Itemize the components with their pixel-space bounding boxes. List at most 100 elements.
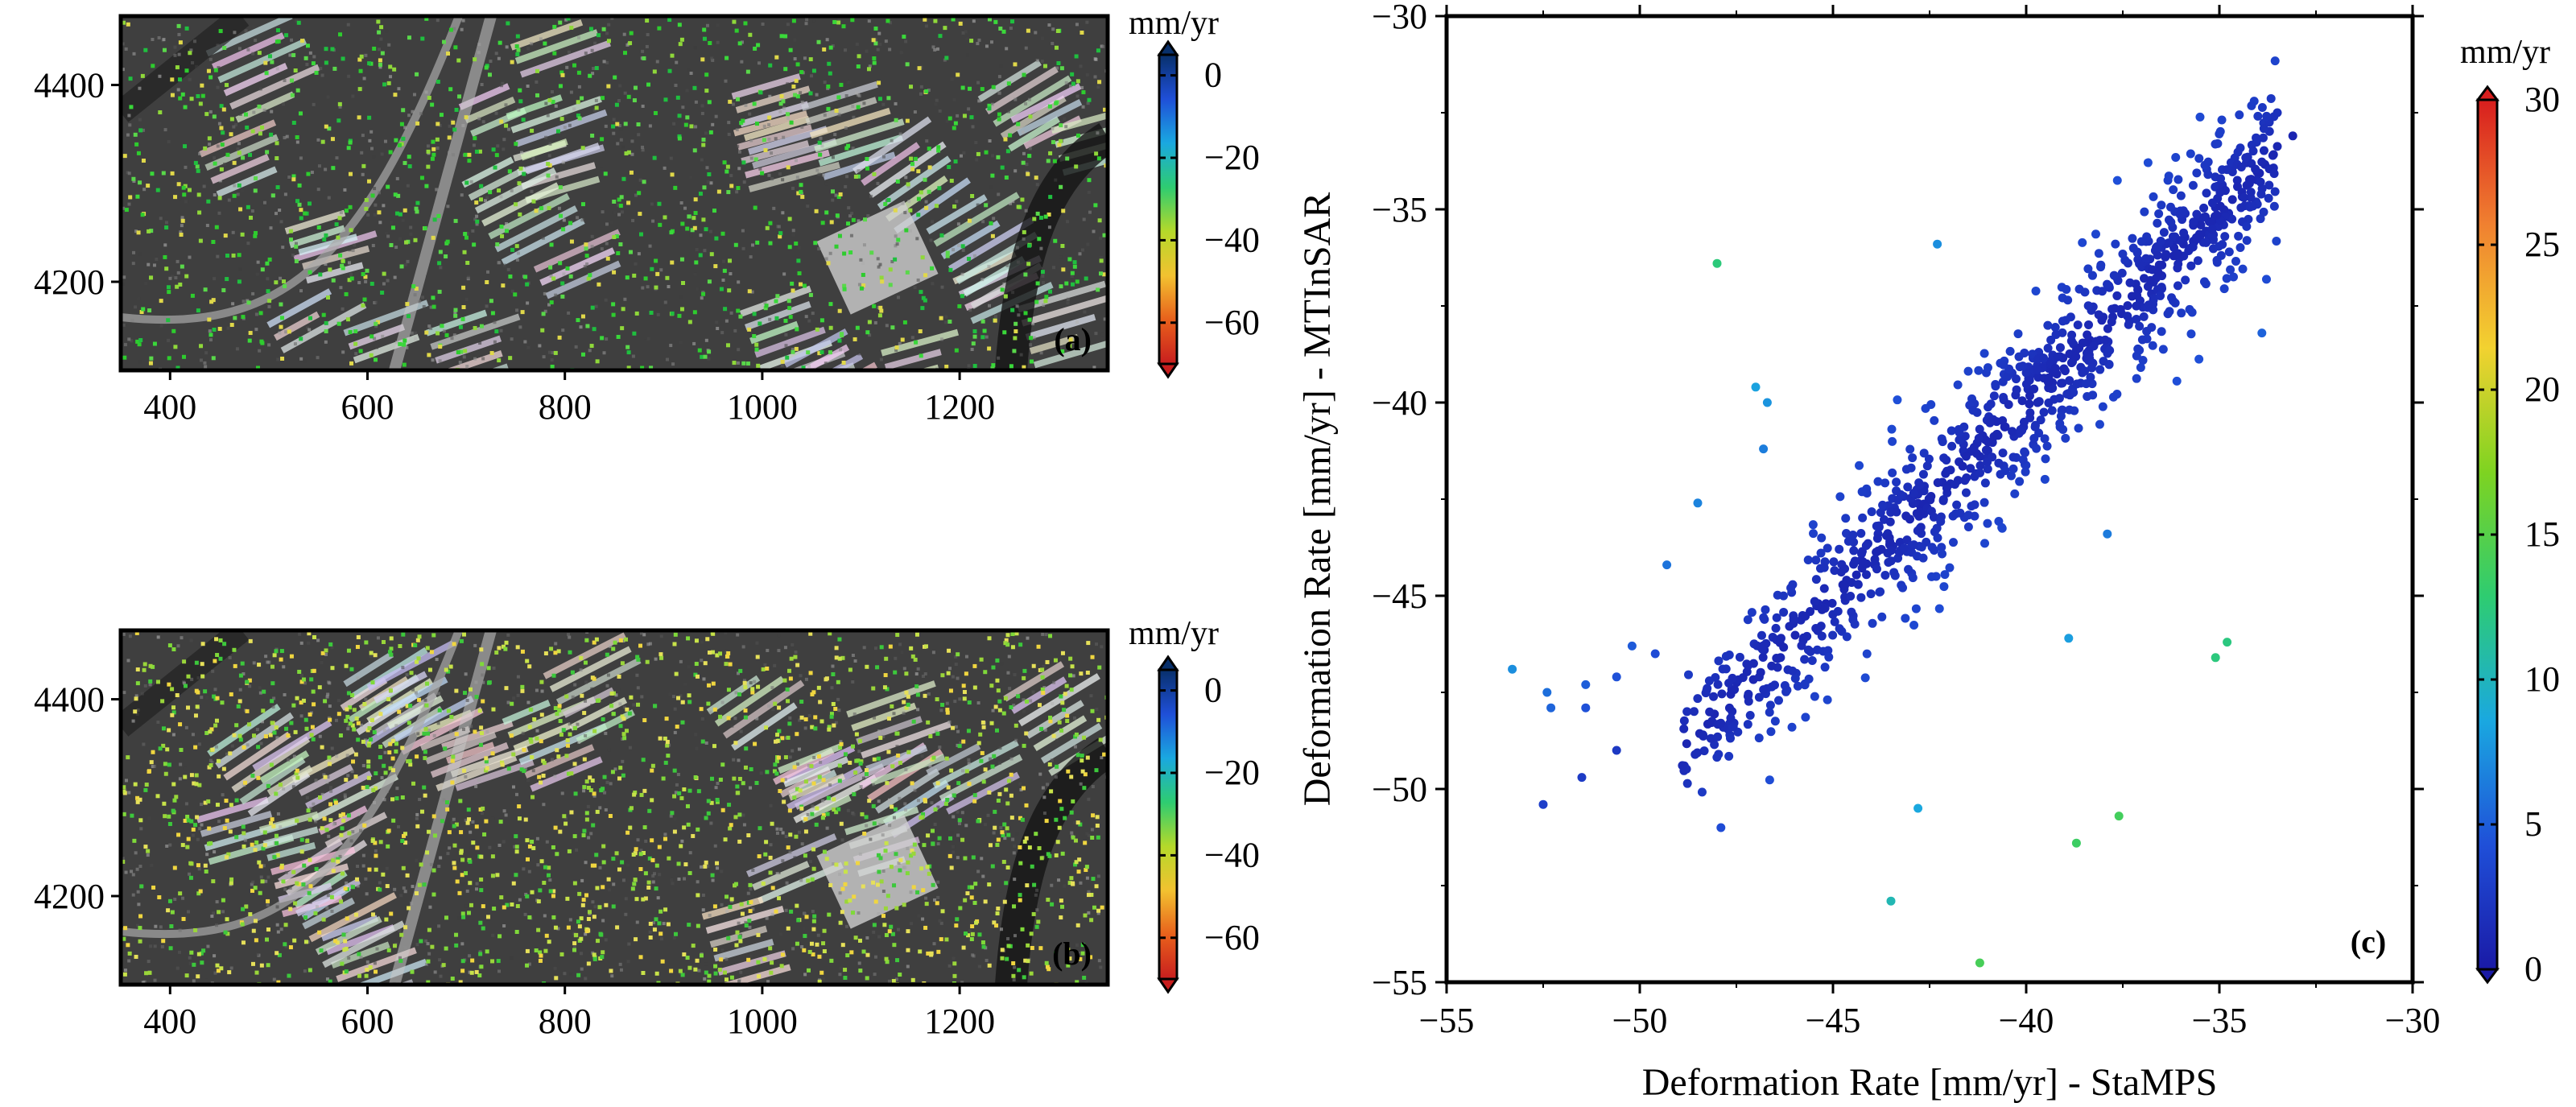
- scatter-point: [2248, 201, 2258, 211]
- scatter-point: [2013, 329, 2023, 339]
- scatter-point: [1717, 689, 1727, 699]
- scatter-point: [2008, 464, 2018, 473]
- scatter-point: [1892, 477, 1901, 487]
- colorbar-gradient: [1158, 668, 1179, 981]
- scatter-point: [2248, 147, 2258, 156]
- scatter-point: [2105, 345, 2115, 355]
- scatter-point: [2186, 329, 2196, 339]
- y-tick-label: −40: [1372, 383, 1427, 423]
- scatter-point: [2252, 133, 2261, 143]
- panel-a: (a) 400 600 800 1000 1200 4400 4200: [34, 14, 1110, 427]
- scatter-point: [2118, 250, 2128, 259]
- scatter-point: [2008, 427, 2017, 436]
- scatter-point: [2242, 236, 2252, 246]
- scatter-point: [1790, 674, 1800, 684]
- scatter-point: [2080, 287, 2090, 297]
- scatter-point: [2087, 271, 2097, 280]
- scatter-point: [1835, 544, 1844, 554]
- scatter-point: [2192, 209, 2202, 219]
- scatter-point: [2054, 394, 2064, 403]
- scatter-point: [1819, 563, 1829, 572]
- scatter-point: [1786, 583, 1796, 593]
- scatter-point: [1650, 649, 1660, 659]
- scatter-point: [1773, 696, 1783, 705]
- scatter-point: [1828, 630, 1838, 640]
- scatter-point: [2083, 391, 2092, 401]
- scatter-point: [2064, 634, 2074, 643]
- scatter-point: [1702, 685, 1711, 695]
- scatter-point: [1989, 432, 1999, 441]
- scatter-point: [2251, 164, 2260, 174]
- scatter-point: [1861, 541, 1871, 551]
- scatter-point: [2173, 263, 2182, 273]
- scatter-point: [1779, 642, 1789, 652]
- scatter-point: [1842, 632, 1852, 642]
- scatter-point: [1860, 673, 1870, 683]
- scatter-point: [2062, 389, 2072, 399]
- scatter-point: [2110, 304, 2120, 313]
- colorbar-tick-label: 20: [2524, 370, 2560, 409]
- scatter-point: [2196, 221, 2206, 230]
- scatter-point: [2202, 188, 2211, 198]
- scatter-point: [1986, 399, 1996, 409]
- scatter-point: [2264, 180, 2274, 190]
- scatter-point: [2203, 170, 2213, 180]
- scatter-point: [2114, 812, 2124, 821]
- colorbar-tick-label: −20: [1204, 138, 1260, 177]
- x-tick-label: −45: [1806, 1001, 1861, 1040]
- scatter-point: [1974, 433, 1984, 443]
- scatter-point: [2103, 529, 2112, 539]
- scatter-point: [1842, 528, 1852, 538]
- scatter-point: [1872, 564, 1881, 574]
- colorbar-tick-label: 30: [2524, 80, 2560, 119]
- scatter-point: [1889, 568, 1899, 577]
- x-tick-label: 1000: [727, 387, 798, 427]
- colorbar-top-arrow: [1157, 655, 1179, 671]
- scatter-point: [1950, 480, 1959, 489]
- scatter-point: [2055, 422, 2065, 432]
- panel-b: (b) 400 600 800 1000 1200 4400 4200: [34, 628, 1110, 1041]
- scatter-point: [1904, 564, 1913, 574]
- scatter-point: [2014, 352, 2024, 361]
- scatter-point: [1872, 521, 1881, 531]
- scatter-point: [2147, 323, 2157, 333]
- scatter-point: [1930, 415, 1939, 425]
- scatter-point: [2172, 376, 2182, 386]
- scatter-point: [1969, 443, 1979, 452]
- scatter-point: [2153, 267, 2163, 277]
- scatter-point: [2262, 111, 2272, 121]
- scatter-point: [1856, 593, 1866, 602]
- scatter-point: [2067, 330, 2077, 340]
- scatter-point: [2145, 275, 2155, 285]
- scatter-point: [2140, 207, 2149, 217]
- scatter-point: [1985, 418, 1995, 428]
- scatter-point: [2025, 399, 2034, 409]
- scatter-point: [1926, 572, 1936, 581]
- scatter-point: [1886, 896, 1896, 906]
- scatter-point: [1970, 500, 1979, 510]
- scatter-point: [2181, 275, 2190, 285]
- scatter-point: [1809, 529, 1818, 539]
- scatter-point: [2025, 391, 2034, 401]
- scatter-point: [1678, 761, 1687, 770]
- colorbar-tick-label: −40: [1204, 835, 1260, 874]
- scatter-point: [1981, 445, 1991, 455]
- scatter-point: [2103, 279, 2112, 289]
- panel-c-ylabel: Deformation Rate [mm/yr] - MTInSAR: [1296, 192, 1339, 807]
- colorbar-tick-label: 0: [1204, 56, 1222, 95]
- scatter-point: [1968, 406, 1978, 415]
- scatter-point: [1581, 703, 1591, 713]
- scatter-point: [2199, 203, 2209, 213]
- scatter-point: [1877, 612, 1887, 622]
- scatter-point: [2246, 188, 2256, 197]
- colorbar-tick-label: −60: [1204, 303, 1260, 342]
- scatter-point: [2043, 320, 2053, 330]
- scatter-point: [2111, 239, 2120, 249]
- scatter-point: [1983, 363, 1992, 373]
- scatter-point: [1888, 468, 1897, 477]
- scatter-point: [2269, 201, 2279, 211]
- x-tick-label: −30: [2385, 1001, 2441, 1040]
- scatter-point: [2161, 250, 2171, 259]
- scatter-point: [1776, 634, 1785, 643]
- scatter-point: [1963, 510, 1973, 520]
